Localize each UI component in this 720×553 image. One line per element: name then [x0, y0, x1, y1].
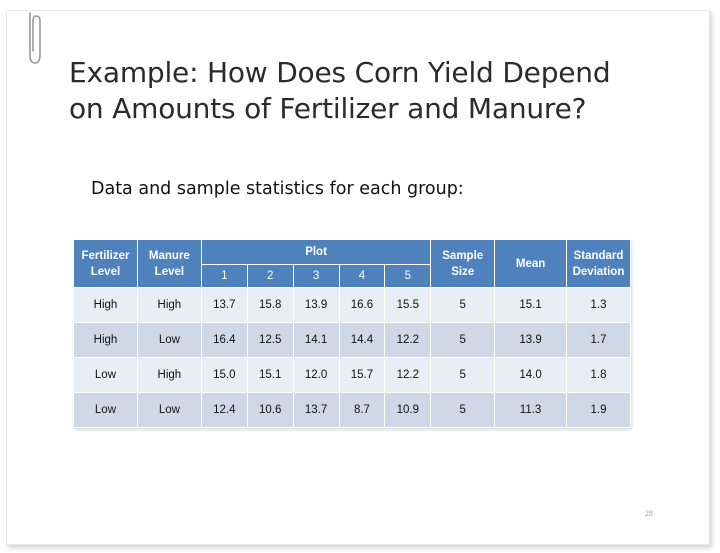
cell-sample-size: 5 [430, 287, 496, 323]
cell-plot: 15.8 [246, 287, 294, 323]
header-plot-number: 5 [384, 264, 432, 288]
cell-fertilizer: High [73, 287, 138, 323]
header-plot: Plot [200, 239, 432, 265]
header-standard-deviation: Standard Deviation [565, 239, 632, 288]
header-plot-number: 1 [200, 264, 248, 288]
cell-fertilizer: High [73, 322, 138, 358]
cell-manure: High [136, 357, 202, 393]
cell-sample-size: 5 [430, 357, 496, 393]
cell-plot: 16.4 [200, 322, 248, 358]
cell-sample-size: 5 [430, 322, 496, 358]
header-manure-level: Manure Level [136, 239, 202, 288]
cell-sample-size: 5 [430, 392, 496, 428]
cell-plot: 15.1 [246, 357, 294, 393]
cell-mean: 14.0 [494, 357, 567, 393]
cell-plot: 12.2 [384, 322, 432, 358]
cell-mean: 11.3 [494, 392, 567, 428]
cell-plot: 15.5 [384, 287, 432, 323]
cell-mean: 15.1 [494, 287, 567, 323]
cell-plot: 12.0 [292, 357, 340, 393]
cell-manure: Low [136, 392, 202, 428]
cell-std-dev: 1.7 [565, 322, 632, 358]
cell-plot: 14.1 [292, 322, 340, 358]
cell-plot: 13.7 [200, 287, 248, 323]
cell-plot: 12.2 [384, 357, 432, 393]
header-plot-number: 4 [338, 264, 386, 288]
cell-plot: 13.7 [292, 392, 340, 428]
page-number: 28 [645, 509, 653, 518]
cell-plot: 8.7 [338, 392, 386, 428]
slide-title: Example: How Does Corn Yield Depend on A… [69, 55, 669, 127]
cell-plot: 15.7 [338, 357, 386, 393]
header-sample-size: Sample Size [430, 239, 496, 288]
paperclip-icon [29, 12, 41, 64]
title-line-1: Example: How Does Corn Yield Depend [69, 56, 611, 89]
cell-plot: 16.6 [338, 287, 386, 323]
table-row: Low Low 12.4 10.6 13.7 8.7 10.9 5 11.3 1… [73, 392, 632, 428]
cell-manure: Low [136, 322, 202, 358]
cell-fertilizer: Low [73, 357, 138, 393]
data-table: Fertilizer Level Manure Level Plot Sampl… [73, 239, 632, 428]
cell-std-dev: 1.9 [565, 392, 632, 428]
title-line-2: on Amounts of Fertilizer and Manure? [69, 92, 587, 125]
cell-plot: 14.4 [338, 322, 386, 358]
cell-std-dev: 1.3 [565, 287, 632, 323]
table-row: Low High 15.0 15.1 12.0 15.7 12.2 5 14.0… [73, 357, 632, 393]
cell-mean: 13.9 [494, 322, 567, 358]
cell-plot: 10.6 [246, 392, 294, 428]
header-plot-number: 3 [292, 264, 340, 288]
slide-subtitle: Data and sample statistics for each grou… [91, 179, 464, 199]
cell-std-dev: 1.8 [565, 357, 632, 393]
table-row: High Low 16.4 12.5 14.1 14.4 12.2 5 13.9… [73, 322, 632, 358]
header-plot-number: 2 [246, 264, 294, 288]
cell-plot: 15.0 [200, 357, 248, 393]
cell-plot: 12.4 [200, 392, 248, 428]
cell-plot: 10.9 [384, 392, 432, 428]
cell-fertilizer: Low [73, 392, 138, 428]
cell-manure: High [136, 287, 202, 323]
header-mean: Mean [494, 239, 567, 288]
slide: Example: How Does Corn Yield Depend on A… [6, 10, 710, 545]
cell-plot: 12.5 [246, 322, 294, 358]
header-fertilizer-level: Fertilizer Level [73, 239, 138, 288]
cell-plot: 13.9 [292, 287, 340, 323]
table-row: High High 13.7 15.8 13.9 16.6 15.5 5 15.… [73, 287, 632, 323]
